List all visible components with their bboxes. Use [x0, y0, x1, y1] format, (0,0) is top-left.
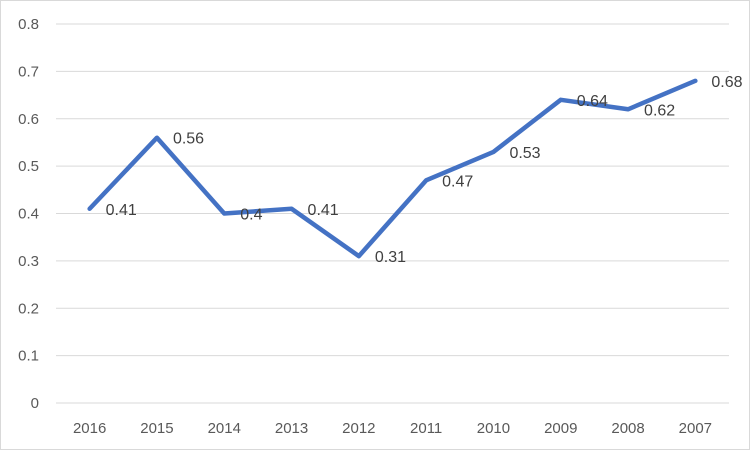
- x-tick-label: 2009: [544, 420, 577, 437]
- data-label: 0.4: [240, 207, 262, 224]
- x-tick-label: 2011: [410, 420, 442, 437]
- x-tick-label: 2008: [611, 420, 644, 437]
- x-tick-label: 2010: [477, 420, 510, 437]
- y-tick-label: 0.5: [18, 158, 39, 175]
- x-axis-ticks: 2016 2015 2014 2013 2012 2011 2010 2009 2008 2007: [73, 420, 712, 437]
- x-tick-label: 2016: [73, 420, 106, 437]
- data-label: 0.41: [106, 202, 137, 219]
- y-tick-label: 0.1: [18, 348, 39, 365]
- y-tick-label: 0.2: [18, 300, 39, 317]
- data-label: 0.64: [577, 93, 608, 110]
- y-axis-ticks: 0 0.1 0.2 0.3 0.4 0.5 0.6 0.7 0.8: [18, 16, 39, 412]
- y-tick-label: 0.8: [18, 16, 39, 33]
- gridlines: [56, 23, 729, 404]
- data-label: 0.41: [308, 202, 339, 219]
- data-label: 0.62: [644, 102, 675, 119]
- data-label: 0.31: [375, 249, 406, 266]
- series-line: [87, 78, 698, 259]
- y-tick-label: 0: [31, 395, 39, 412]
- data-label: 0.68: [711, 74, 742, 91]
- data-labels: 0.41 0.56 0.4 0.41 0.31 0.47 0.53 0.64 0.62 0.68: [89, 74, 743, 266]
- y-tick-label: 0.6: [18, 111, 39, 128]
- y-tick-label: 0.4: [18, 206, 39, 223]
- y-tick-label: 0.3: [18, 253, 39, 270]
- data-label: 0.53: [509, 145, 540, 162]
- data-label: 0.47: [442, 173, 473, 190]
- x-tick-label: 2014: [208, 420, 241, 437]
- x-tick-label: 2013: [275, 420, 308, 437]
- x-tick-label: 2015: [140, 420, 173, 437]
- x-tick-label: 2007: [679, 420, 712, 437]
- x-tick-label: 2012: [342, 420, 375, 437]
- y-tick-label: 0.7: [18, 63, 39, 80]
- data-label: 0.56: [173, 131, 204, 148]
